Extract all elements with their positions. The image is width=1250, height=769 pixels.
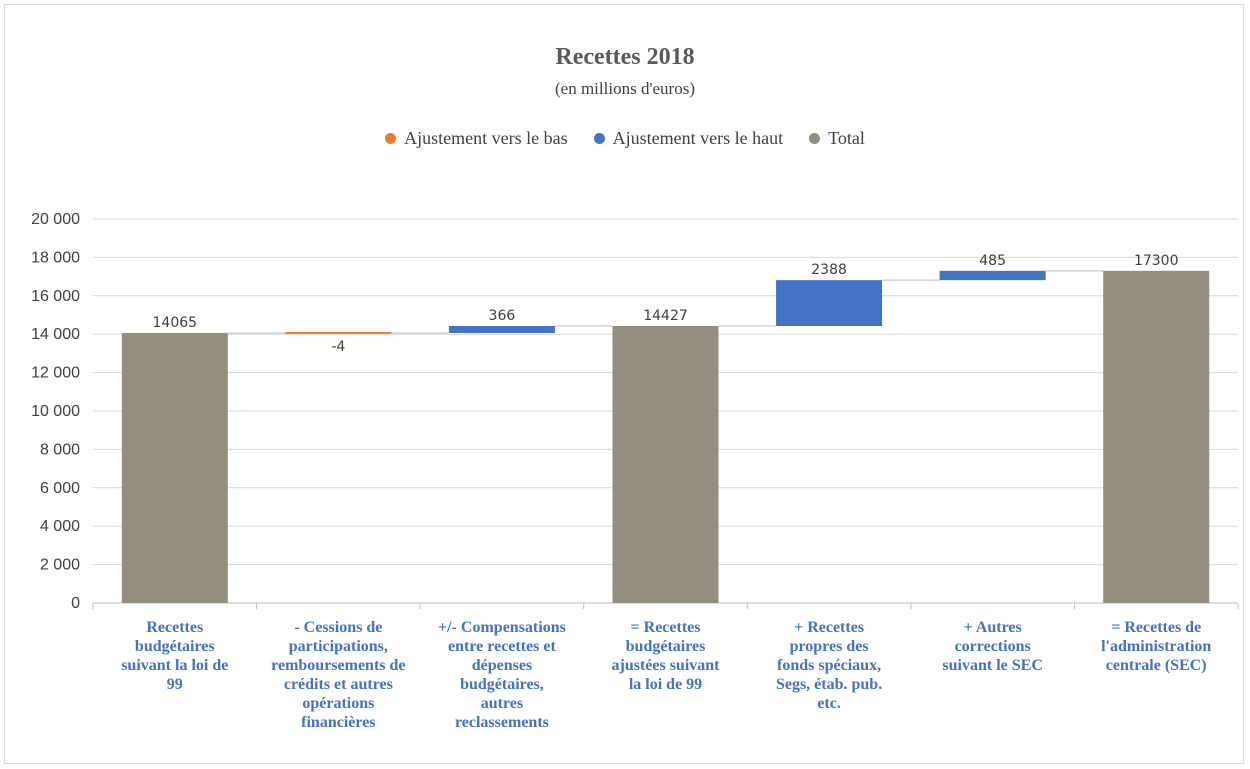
category-label-line: Recettes [146, 619, 204, 636]
legend-item-total: Total [809, 128, 865, 149]
category-label-line: entre recettes et [448, 638, 556, 655]
x-category-label-5: + Recettes propres des fonds spéciaux, Segs… [754, 618, 904, 713]
legend-label-total: Total [828, 128, 865, 148]
x-category-label-3: +/- Compensations entre recettes et dépens… [427, 618, 577, 732]
category-label-line: propres des [789, 638, 869, 655]
data-label-1: 14065 [153, 315, 198, 331]
data-label-5: 2388 [811, 262, 847, 278]
y-tick-label: 2 000 [40, 557, 80, 574]
y-tick-label: 16 000 [31, 288, 80, 305]
data-label-2: -4 [331, 339, 345, 355]
category-label-line: Segs, étab. pub. [775, 676, 883, 693]
bar-4 [612, 326, 719, 603]
y-tick-label: 10 000 [31, 403, 80, 420]
chart-title: Recettes 2018 [555, 44, 695, 70]
bar-2 [285, 331, 392, 334]
chart-subtitle: (en millions d'euros) [555, 79, 695, 98]
legend-item-down: Ajustement vers le bas [385, 128, 568, 149]
legend-marker-total [809, 133, 821, 144]
category-label-line: - Cessions de [294, 619, 383, 636]
y-tick-label: 14 000 [31, 326, 80, 343]
bar-3 [448, 326, 555, 334]
category-label-line: etc. [817, 695, 841, 712]
category-label-line: centrale (SEC) [1105, 657, 1207, 674]
category-label-line: dépenses [471, 657, 533, 674]
category-label-line: 99 [166, 676, 183, 693]
legend-label-down: Ajustement vers le bas [404, 128, 568, 148]
category-label-line: budgétaires [134, 638, 215, 655]
category-label-line: suivant le SEC [942, 657, 1043, 674]
category-label-line: corrections [954, 638, 1031, 655]
y-tick-label: 6 000 [40, 480, 80, 497]
category-label-line: ajustées suivant [611, 657, 720, 674]
x-category-label-7: = Recettes de l'administration centrale (S… [1081, 618, 1231, 675]
y-tick-label: 0 [71, 595, 80, 612]
category-label-line: financières [301, 714, 376, 731]
y-tick-label: 18 000 [31, 249, 80, 266]
data-label-6: 485 [979, 253, 1006, 269]
legend-marker-up [593, 133, 605, 144]
y-tick-label: 4 000 [40, 518, 80, 535]
category-label-line: +/- Compensations [438, 619, 566, 636]
category-label-line: fonds spéciaux, [777, 657, 882, 674]
category-label-line: l'administration [1101, 638, 1212, 655]
bar-1 [121, 332, 228, 603]
category-label-line: remboursements de [271, 657, 406, 674]
x-category-label-6: + Autres corrections suivant le SEC [918, 618, 1068, 675]
category-label-line: suivant la loi de [121, 657, 229, 674]
chart-legend: Ajustement vers le bas Ajustement vers l… [0, 128, 1250, 149]
data-label-7: 17300 [1134, 253, 1179, 269]
category-label-line: + Recettes [794, 619, 865, 636]
y-tick-label: 8 000 [40, 441, 80, 458]
x-category-label-2: - Cessions de participations, remboursemen… [263, 618, 413, 732]
category-label-line: crédits et autres [283, 676, 393, 693]
bar-5 [776, 280, 883, 327]
category-label-line: = Recettes de [1111, 619, 1202, 636]
x-category-label-1: Recettes budgétaires suivant la loi de 99 [100, 618, 250, 694]
category-label-line: la loi de 99 [628, 676, 703, 693]
y-tick-label: 12 000 [31, 365, 80, 382]
category-label-line: budgétaires [625, 638, 706, 655]
category-label-line: opérations [302, 695, 375, 712]
category-label-line: autres [480, 695, 524, 712]
y-tick-label: 20 000 [31, 211, 80, 228]
category-label-line: participations, [288, 638, 388, 655]
legend-marker-down [385, 133, 397, 144]
category-label-line: reclassements [454, 714, 549, 731]
data-label-4: 14427 [643, 308, 688, 324]
data-label-3: 366 [489, 308, 516, 324]
category-label-line: = Recettes [630, 619, 701, 636]
bar-6 [939, 270, 1046, 281]
bar-7 [1103, 270, 1210, 603]
category-label-line: + Autres [963, 619, 1022, 636]
category-label-line: budgétaires, [460, 676, 544, 693]
x-category-label-4: = Recettes budgétaires ajustées suivant la … [591, 618, 741, 694]
legend-label-up: Ajustement vers le haut [612, 128, 784, 148]
legend-item-up: Ajustement vers le haut [593, 128, 784, 149]
